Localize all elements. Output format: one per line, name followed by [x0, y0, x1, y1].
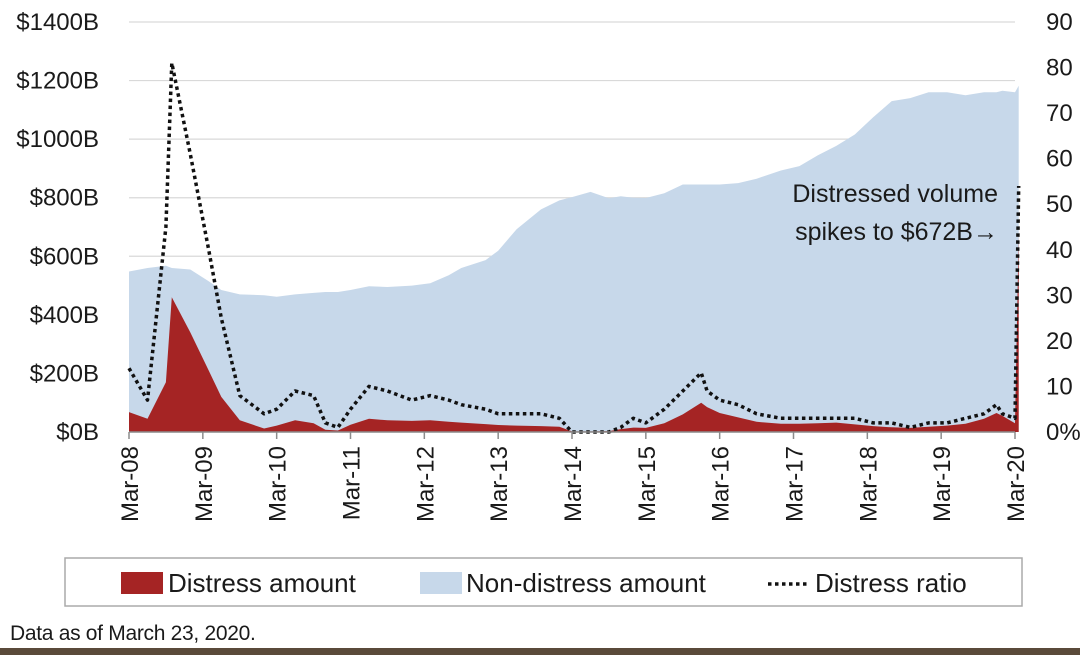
annotation: Distressed volume spikes to $672B→	[792, 180, 998, 246]
distress-area	[129, 235, 1019, 432]
x-tick-label: Mar-10	[265, 446, 292, 522]
y-right-tick-label: 10	[1046, 373, 1073, 400]
footnote: Data as of March 23, 2020.	[10, 622, 256, 645]
y-right-tick-label: 0%	[1046, 419, 1080, 446]
annotation-line-1: Distressed volume	[792, 180, 998, 208]
y-left-tick-label: $1000B	[16, 126, 99, 153]
x-tick-label: Mar-16	[708, 446, 735, 522]
x-tick-label: Mar-08	[117, 446, 144, 522]
annotation-line-2: spikes to $672B→	[795, 218, 998, 246]
x-tick-label: Mar-19	[929, 446, 956, 522]
x-tick-label: Mar-11	[339, 446, 366, 520]
bottom-strip	[0, 648, 1080, 655]
x-tick-label: Mar-13	[486, 446, 513, 522]
y-left-tick-label: $0B	[56, 419, 99, 446]
legend-swatch-distress	[121, 572, 163, 594]
legend-label-ratio: Distress ratio	[815, 568, 967, 598]
x-tick-label: Mar-14	[560, 446, 587, 522]
legend-label-non-distress: Non-distress amount	[466, 568, 707, 598]
x-tick-label: Mar-12	[412, 446, 439, 522]
y-right-tick-label: 30	[1046, 282, 1073, 309]
y-left-tick-label: $1200B	[16, 68, 99, 95]
y-right-tick-label: 90	[1046, 9, 1073, 36]
y-right-tick-label: 70	[1046, 100, 1073, 127]
ratio-layer	[127, 61, 1021, 434]
x-tick-label: Mar-20	[1003, 446, 1030, 522]
y-left-tick-label: $1400B	[16, 9, 99, 36]
legend-label-distress: Distress amount	[168, 568, 357, 598]
y-right-tick-label: 40	[1046, 237, 1073, 264]
x-tick-label: Mar-09	[191, 446, 218, 522]
y-left-tick-label: $200B	[30, 360, 99, 387]
x-tick-label: Mar-17	[782, 446, 809, 522]
y-left-tick-label: $400B	[30, 302, 99, 329]
legend: Distress amount Non-distress amount Dist…	[64, 557, 1023, 607]
legend-swatch-non-distress	[420, 572, 462, 594]
x-tick-label: Mar-18	[855, 446, 882, 522]
y-left-tick-label: $600B	[30, 243, 99, 270]
x-tick-label: Mar-15	[634, 446, 661, 522]
axis-layer: $0B $200B $400B $600B $800B $1000B $1200B $1400…	[16, 9, 1080, 522]
y-left-tick-label: $800B	[30, 185, 99, 212]
y-right-tick-label: 60	[1046, 146, 1073, 173]
non-distress-area	[129, 85, 1019, 433]
y-right-tick-label: 80	[1046, 55, 1073, 82]
area-layer	[129, 85, 1019, 433]
distress-ratio-line	[127, 61, 1021, 434]
y-right-tick-label: 50	[1046, 191, 1073, 218]
legend-frame	[64, 557, 1023, 607]
y-right-tick-label: 20	[1046, 328, 1073, 355]
